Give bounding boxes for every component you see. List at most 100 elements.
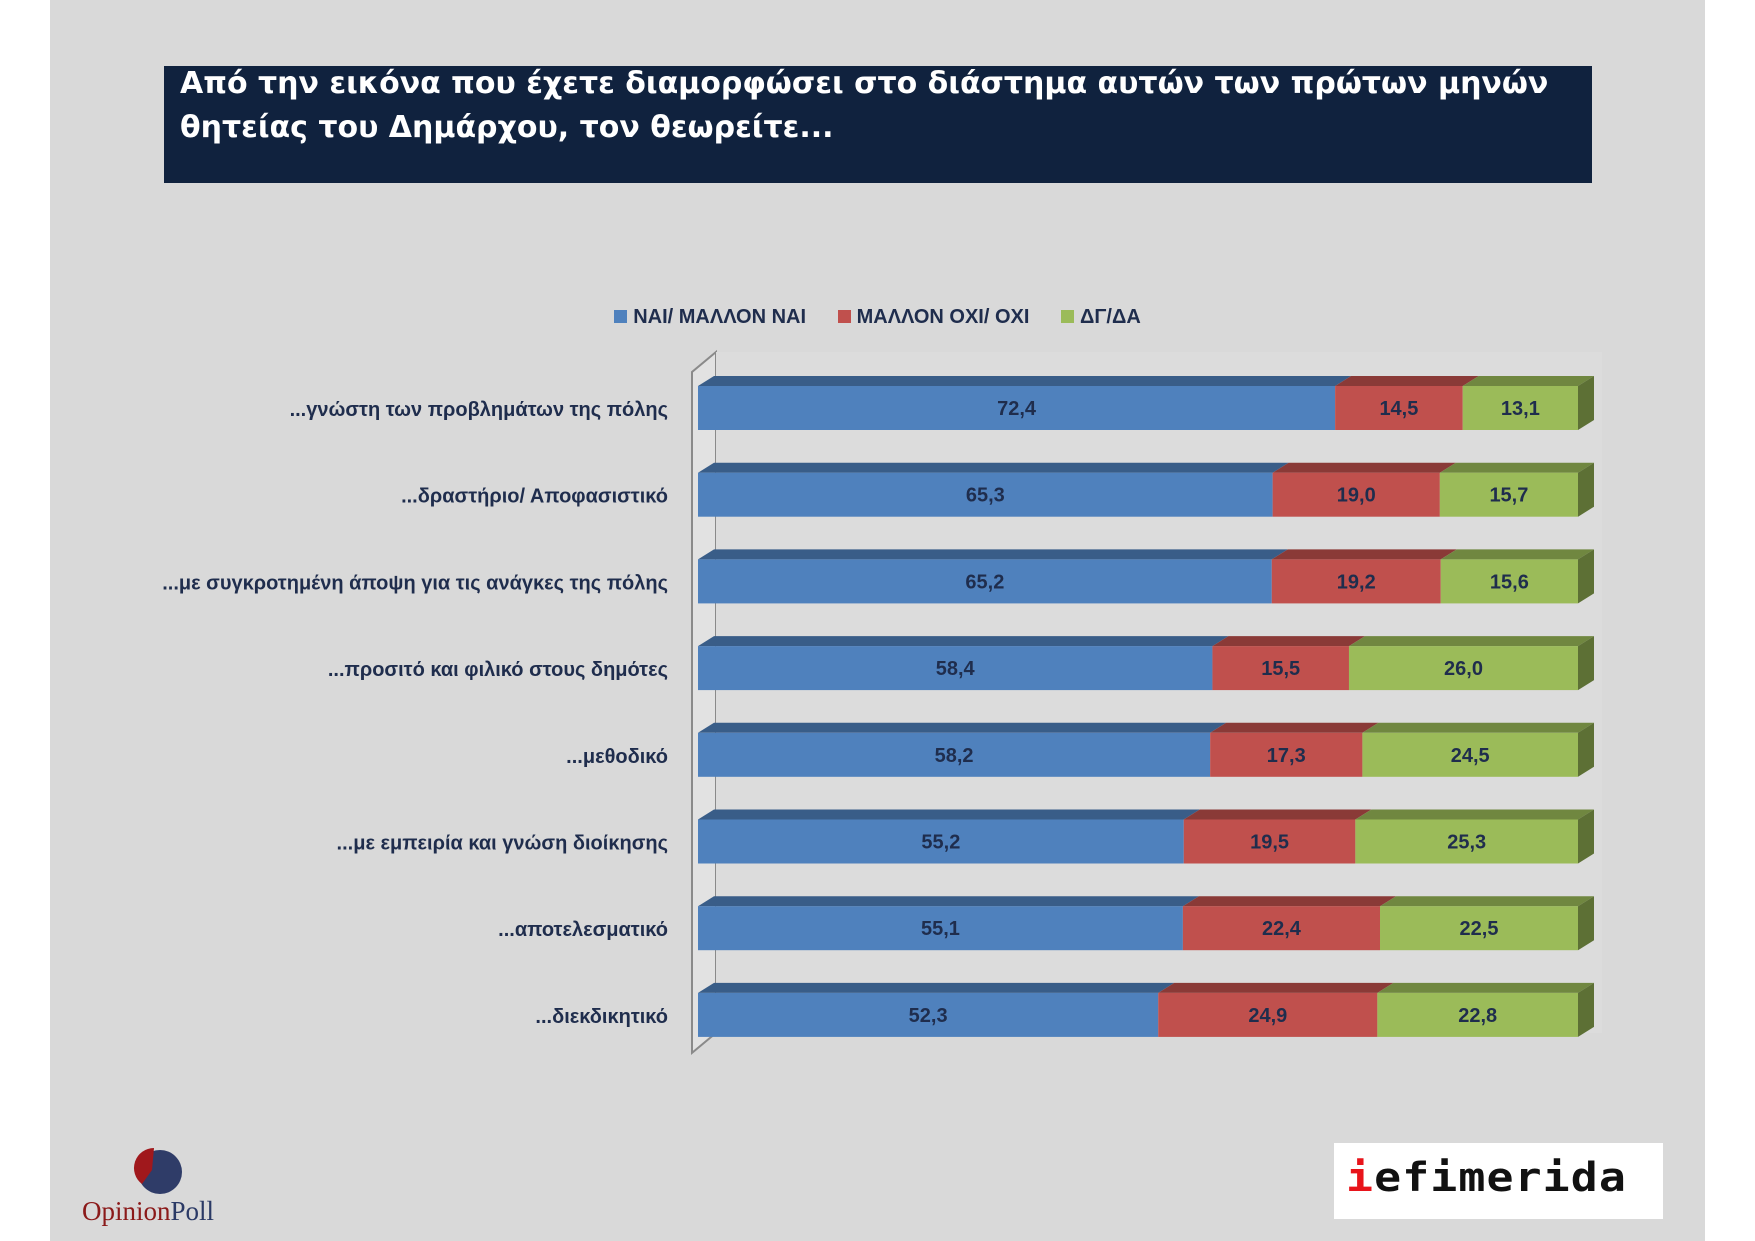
bar-segment-side [1578, 722, 1594, 777]
bar-segment-top [698, 462, 1289, 473]
data-label: 19,2 [1337, 571, 1376, 593]
bar-segment-top [698, 722, 1227, 733]
bar-segment [1439, 472, 1578, 517]
legend-label-no: ΜΑΛΛΟΝ ΟΧΙ/ ΟΧΙ [856, 306, 1030, 328]
data-label: 15,7 [1489, 485, 1528, 507]
bar-segment [1380, 906, 1578, 951]
bar-segment-top [1348, 636, 1594, 647]
title-line-1: Από την εικόνα που έχετε διαμορφώσει στο… [180, 66, 1549, 101]
category-label: ...δραστήριο/ Αποφασιστικό [401, 486, 668, 508]
bar-segment [1212, 646, 1349, 691]
bar-segment-top [698, 896, 1199, 907]
data-label: 52,3 [909, 1005, 948, 1027]
title-banner: Από την εικόνα που έχετε διαμορφώσει στο… [164, 66, 1592, 183]
category-label: ...γνώστη των προβλημάτων της πόλης [290, 399, 668, 421]
category-label: ...προσιτό και φιλικό στους δημότες [328, 659, 668, 681]
bar-segment-top [1183, 809, 1372, 820]
data-label: 22,4 [1262, 918, 1302, 940]
bar-segment [1348, 646, 1578, 691]
bar-segment-side [1578, 896, 1594, 951]
bar-segment-top [1272, 462, 1456, 473]
bar-segment [1158, 992, 1378, 1037]
category-label: ...μεθοδικό [566, 746, 668, 768]
data-label: 58,4 [936, 658, 976, 680]
data-label: 72,4 [997, 398, 1037, 420]
bar-segment-top [1380, 896, 1594, 907]
bar-segment-top [1158, 982, 1394, 993]
data-label: 58,2 [935, 745, 974, 767]
bar-segment-top [1210, 722, 1379, 733]
bar-segment-top [1362, 722, 1594, 733]
bar-segment-side [1578, 549, 1594, 604]
bar-segment [1210, 732, 1363, 777]
data-label: 25,3 [1447, 832, 1486, 854]
bar-segment-side [1578, 982, 1594, 1037]
bar-segment [1335, 386, 1463, 430]
title-line-2: θητείας του Δημάρχου, τον θεωρείτε... [180, 110, 834, 145]
bar-segment-side [1578, 376, 1594, 430]
data-label: 22,8 [1458, 1005, 1497, 1027]
bar-segment [1182, 906, 1380, 951]
bar-segment [698, 559, 1272, 604]
category-label: ...με εμπειρία και γνώση διοίκησης [337, 833, 668, 855]
data-label: 17,3 [1267, 745, 1306, 767]
bar-segment [698, 646, 1213, 691]
legend-item-yes: ΝΑΙ/ ΜΑΛΛΟΝ ΝΑΙ [614, 306, 806, 329]
category-label: ...με συγκροτημένη άποψη για τις ανάγκες… [162, 572, 668, 594]
data-label: 22,5 [1460, 918, 1499, 940]
bar-segment [1440, 559, 1578, 604]
bar-segment-top [698, 636, 1229, 647]
bar-segment-top [1355, 809, 1594, 820]
iefimerida-wordmark: iefimerida [1346, 1155, 1627, 1201]
opinionpoll-logo: OpinionPoll [78, 1138, 238, 1238]
bar-segment [1355, 819, 1578, 864]
bar-segment [1462, 386, 1578, 430]
bar-segment-top [1335, 376, 1479, 386]
data-label: 14,5 [1379, 398, 1418, 420]
bar-segment-top [1182, 896, 1396, 907]
bar-segment-top [1271, 549, 1457, 560]
bar-segment-top [1377, 982, 1594, 993]
bar-segment-top [1439, 462, 1594, 473]
legend-swatch-yes [614, 310, 628, 323]
data-label: 65,2 [965, 571, 1004, 593]
iefimerida-logo: iefimerida [1334, 1143, 1663, 1219]
bar-segment [698, 732, 1211, 777]
bar-segment [698, 906, 1183, 951]
legend-item-dk: ΔΓ/ΔΑ [1060, 306, 1141, 329]
category-label: ...διεκδικητικό [535, 1006, 668, 1028]
data-label: 24,9 [1248, 1005, 1287, 1027]
data-label: 13,1 [1501, 398, 1540, 420]
bar-segment [1362, 732, 1578, 777]
data-label: 19,5 [1250, 832, 1289, 854]
bar-segment-side [1578, 462, 1594, 517]
bar-segment [698, 472, 1273, 517]
data-label: 15,5 [1261, 658, 1300, 680]
bar-segment [1377, 992, 1578, 1037]
bar-segment [698, 386, 1336, 430]
bar-segment-top [698, 376, 1352, 386]
data-label: 55,1 [921, 918, 960, 940]
data-label: 55,2 [921, 832, 960, 854]
bar-segment [1183, 819, 1356, 864]
bar-segment [698, 819, 1184, 864]
opinionpoll-wordmark: OpinionPoll [82, 1196, 215, 1226]
bar-segment [698, 992, 1159, 1037]
legend-swatch-no [837, 310, 851, 323]
legend-label-yes: ΝΑΙ/ ΜΑΛΛΟΝ ΝΑΙ [633, 306, 807, 328]
data-label: 19,0 [1337, 485, 1376, 507]
bar-segment-top [1462, 376, 1594, 386]
bar-segment-side [1578, 636, 1594, 691]
legend-item-no: ΜΑΛΛΟΝ ΟΧΙ/ ΟΧΙ [837, 306, 1030, 329]
category-label: ...αποτελεσματικό [498, 919, 668, 941]
opinionpoll-logo-mark [134, 1148, 182, 1194]
data-label: 24,5 [1451, 745, 1490, 767]
data-label: 15,6 [1490, 571, 1529, 593]
bar-segment-top [1212, 636, 1365, 647]
bar-segment [1272, 472, 1440, 517]
bar-segment-top [1440, 549, 1594, 560]
bar-segment-side [1578, 809, 1594, 864]
chart-legend: ΝΑΙ/ ΜΑΛΛΟΝ ΝΑΙ ΜΑΛΛΟΝ ΟΧΙ/ ΟΧΙ ΔΓ/ΔΑ [0, 306, 1755, 329]
bar-segment-top [698, 982, 1175, 993]
